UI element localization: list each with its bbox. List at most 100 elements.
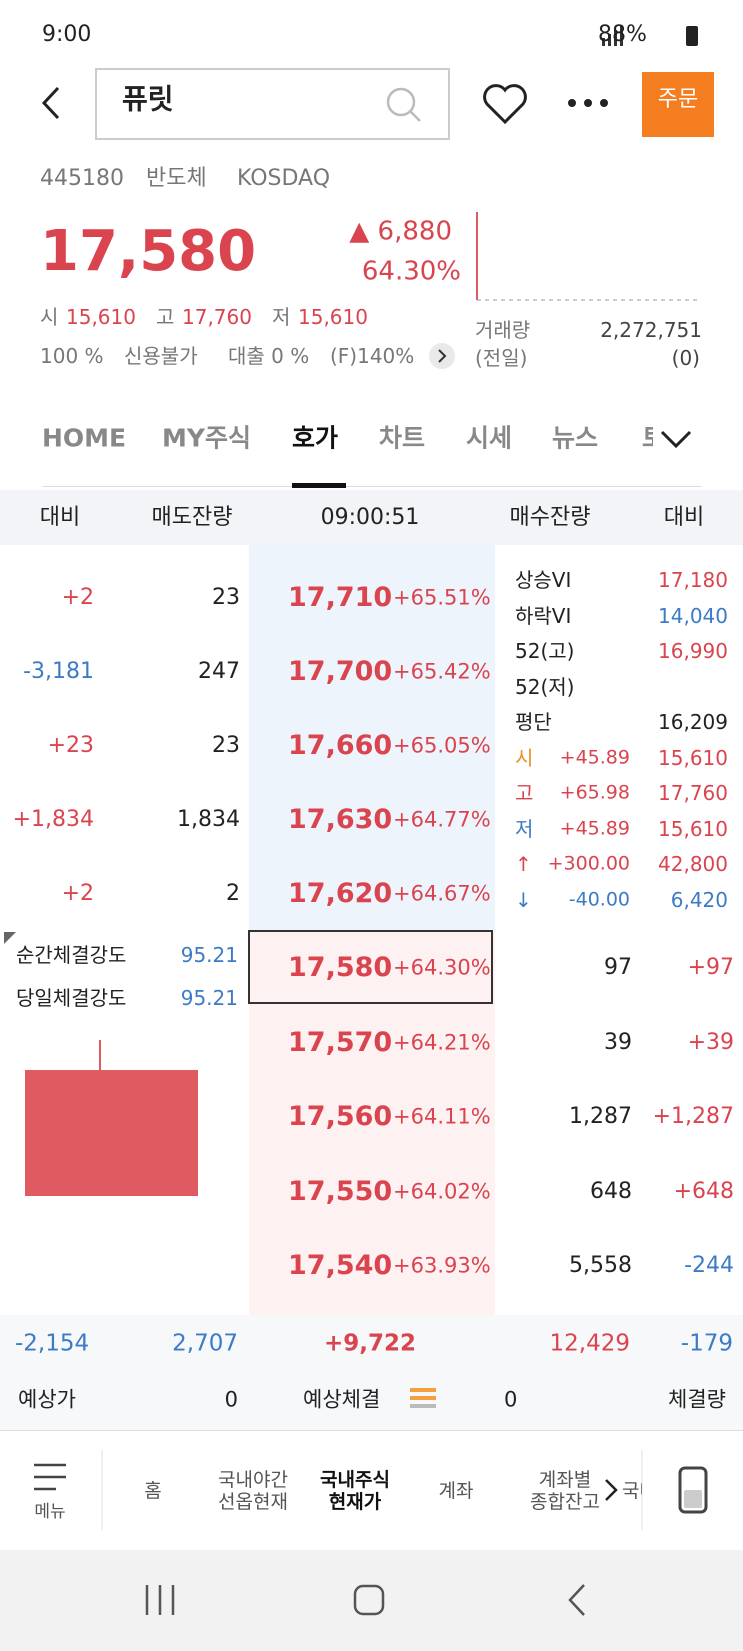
more-icon[interactable] xyxy=(568,99,608,107)
tab-more-icon[interactable] xyxy=(660,430,692,449)
bid-change: +97 xyxy=(687,954,734,980)
ask-price[interactable]: 17,620 xyxy=(288,878,393,910)
info-label: 시 xyxy=(515,745,534,770)
totals-bg xyxy=(0,1315,743,1430)
tab[interactable]: 뉴스 xyxy=(552,423,599,453)
bid-change: -244 xyxy=(684,1252,734,1278)
widget-icon[interactable] xyxy=(678,1466,708,1514)
bid-price[interactable]: 17,540 xyxy=(288,1250,393,1282)
info-label: 평단 xyxy=(515,710,552,734)
tab[interactable]: 토 xyxy=(642,424,653,452)
favorite-icon[interactable] xyxy=(483,84,527,125)
total: -179 xyxy=(680,1330,733,1357)
total: -2,154 xyxy=(15,1330,90,1357)
tab-line xyxy=(42,486,702,487)
low-value: 15,610 xyxy=(298,305,368,329)
total: 2,707 xyxy=(172,1330,238,1357)
f-rate: (F)140% xyxy=(330,344,415,368)
bid-change: +1,287 xyxy=(652,1103,734,1129)
tab[interactable]: 차트 xyxy=(379,423,426,453)
high-value: 17,760 xyxy=(182,305,252,329)
nav-item[interactable]: 국내 xyxy=(622,1481,642,1503)
ask-price[interactable]: 17,630 xyxy=(288,804,393,836)
nav-item[interactable]: 계좌별 종합잔고 xyxy=(530,1469,600,1513)
nav-item[interactable]: 계좌 xyxy=(438,1480,474,1503)
info-value: 17,180 xyxy=(658,568,728,592)
back-icon[interactable] xyxy=(41,86,60,120)
ask-change: +1,834 xyxy=(12,806,94,832)
search-text[interactable]: 퓨릿 xyxy=(122,82,174,116)
prev-value: (0) xyxy=(671,346,700,370)
ask-change: +23 xyxy=(47,732,94,758)
ask-pct: +64.77% xyxy=(393,807,491,832)
ask-price[interactable]: 17,660 xyxy=(288,730,393,762)
menu-icon[interactable] xyxy=(34,1463,66,1491)
info-value: 15,610 xyxy=(658,745,728,770)
bid-qty: 97 xyxy=(604,954,632,980)
order-button-bg[interactable] xyxy=(642,72,714,137)
order-button[interactable]: 주문 xyxy=(657,86,699,112)
status-battery: 88% xyxy=(598,21,647,47)
ask-qty: 23 xyxy=(212,584,240,610)
tab[interactable]: 호가 xyxy=(292,423,339,453)
info-value: 42,800 xyxy=(658,852,728,876)
ask-price[interactable]: 17,700 xyxy=(288,656,393,688)
volume-label: 거래량 xyxy=(475,318,531,342)
bid-pct: +64.30% xyxy=(393,955,491,980)
ask-price[interactable]: 17,710 xyxy=(288,582,393,614)
bid-price[interactable]: 17,570 xyxy=(288,1026,393,1058)
more-info-icon[interactable] xyxy=(429,343,455,369)
info-pct: +45.89 xyxy=(559,817,630,840)
ask-change: +2 xyxy=(61,880,94,906)
nav-item[interactable]: 국내야간 선옵현재 xyxy=(218,1469,288,1513)
strength-value: 95.21 xyxy=(180,986,238,1010)
stock-price: 17,580 xyxy=(40,219,257,285)
search-box[interactable] xyxy=(95,68,450,140)
strength-label: 당일체결강도 xyxy=(16,986,127,1010)
bid-price[interactable]: 17,560 xyxy=(288,1101,393,1133)
tab[interactable]: 시세 xyxy=(466,423,513,453)
bid-change: +648 xyxy=(673,1178,734,1204)
bid-pct: +63.93% xyxy=(393,1253,491,1278)
info-pct: -40.00 xyxy=(568,888,630,911)
tab[interactable]: HOME xyxy=(42,423,127,453)
ask-change: +2 xyxy=(61,584,94,610)
stock-change-pct: 64.30% xyxy=(361,256,461,287)
bid-price[interactable]: 17,550 xyxy=(288,1175,393,1207)
candle-wick xyxy=(99,1040,101,1072)
bid-bg xyxy=(249,930,495,1315)
info-pct: +65.98 xyxy=(559,781,630,804)
nav-item[interactable]: 메뉴 xyxy=(34,1502,66,1523)
info-value: 16,990 xyxy=(658,639,728,663)
nav-item[interactable]: 홈 xyxy=(144,1480,162,1503)
strength-value: 95.21 xyxy=(180,943,238,967)
info-pct: +300.00 xyxy=(547,852,630,875)
ask-qty: 1,834 xyxy=(177,806,240,832)
ask-pct: +64.67% xyxy=(393,881,491,906)
tab[interactable]: MY주식 xyxy=(162,423,251,453)
ask-qty: 247 xyxy=(198,658,240,684)
orderbook-header: 대비 xyxy=(39,504,81,530)
strength-label: 순간체결강도 xyxy=(16,943,127,967)
credit: 신용불가 xyxy=(124,344,198,368)
ask-pct: +65.42% xyxy=(393,659,491,684)
system-nav xyxy=(0,1550,743,1651)
info-value: 14,040 xyxy=(658,603,728,628)
info-label: ↑ xyxy=(515,852,532,876)
orderbook-header-bg xyxy=(0,490,743,545)
nav-item[interactable]: 국내주식 현재가 xyxy=(320,1469,390,1513)
total: 12,429 xyxy=(549,1330,630,1357)
open-label: 시 xyxy=(40,305,59,329)
bid-pct: +64.11% xyxy=(393,1104,491,1129)
stock-sector: 반도체 xyxy=(146,165,207,191)
stock-market: KOSDAQ xyxy=(237,165,331,191)
bid-price[interactable]: 17,580 xyxy=(288,952,393,984)
expected-exec-label: 예상체결 xyxy=(303,1387,381,1412)
bid-pct: +64.21% xyxy=(393,1029,491,1054)
tab-underline xyxy=(292,483,346,488)
volume-value: 2,272,751 xyxy=(600,318,702,342)
status-time: 9:00 xyxy=(42,21,92,47)
bid-qty: 39 xyxy=(604,1029,632,1055)
low-label: 저 xyxy=(272,305,291,329)
